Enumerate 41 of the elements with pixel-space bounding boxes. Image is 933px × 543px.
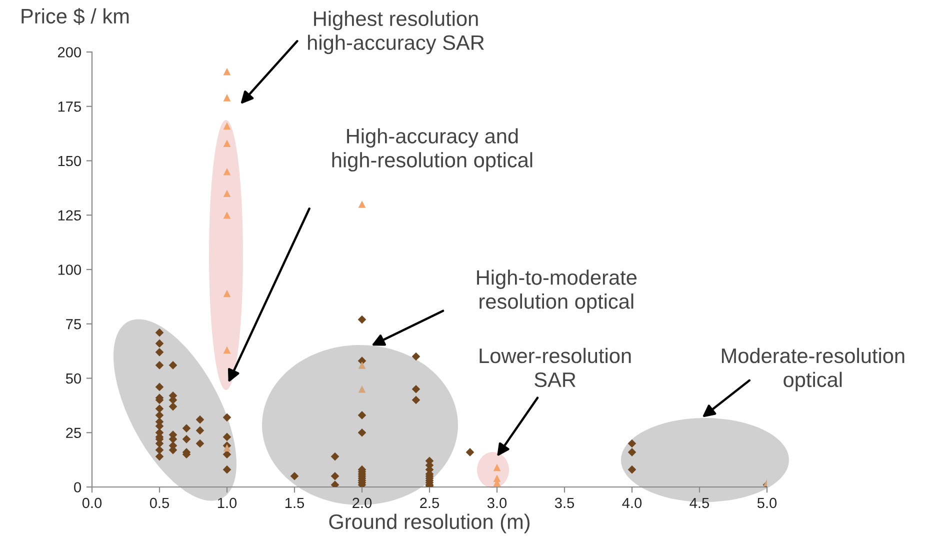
x-tick-label: 3.5 [554, 498, 574, 508]
x-tick-label: 0.5 [150, 498, 170, 508]
annotation: Highest resolution high-accuracy SAR [308, 10, 484, 54]
x-tick-label: 2.0 [352, 498, 372, 508]
y-tick-label: 200 [58, 47, 82, 58]
x-tick-label: 4.0 [622, 498, 642, 508]
point [223, 140, 231, 148]
x-tick-label: 5.0 [757, 498, 777, 508]
x-tick-label: 1.5 [285, 498, 304, 508]
point [223, 190, 231, 198]
annotation: High-accuracy and high-resolution optical [332, 128, 532, 172]
point [223, 94, 231, 102]
point [223, 444, 231, 452]
point [358, 385, 366, 393]
y-tick-label: 100 [58, 264, 82, 275]
y-tick-label: 25 [66, 428, 81, 438]
point [493, 464, 501, 472]
annotation: Lower-resolution SAR [480, 348, 631, 388]
x-tick-label: 0.0 [82, 498, 102, 508]
y-tick-label: 125 [58, 210, 81, 221]
point [223, 122, 231, 130]
x-axis-title: Ground resolution (m) [329, 514, 530, 534]
x-tick-label: 3.0 [487, 498, 507, 508]
y-tick-label: 50 [66, 373, 82, 384]
y-tick-label: 0 [74, 482, 82, 492]
y-axis-title: Price $ / km [22, 8, 129, 25]
point [358, 200, 366, 208]
x-tick-label: 1.0 [218, 498, 237, 508]
y-tick-label: 75 [66, 319, 81, 330]
point [223, 211, 231, 219]
annotation: High-to-moderate resolution optical [477, 270, 637, 313]
point [223, 346, 231, 354]
y-tick-label: 150 [58, 156, 82, 166]
x-tick-label: 4.5 [690, 498, 710, 508]
point [223, 168, 231, 176]
point [223, 290, 231, 298]
point [358, 362, 366, 369]
x-tick-label: 2.5 [420, 498, 440, 508]
annotation: Moderate-resolution optical [722, 348, 904, 392]
y-tick-label: 175 [58, 102, 81, 112]
point [223, 68, 231, 76]
